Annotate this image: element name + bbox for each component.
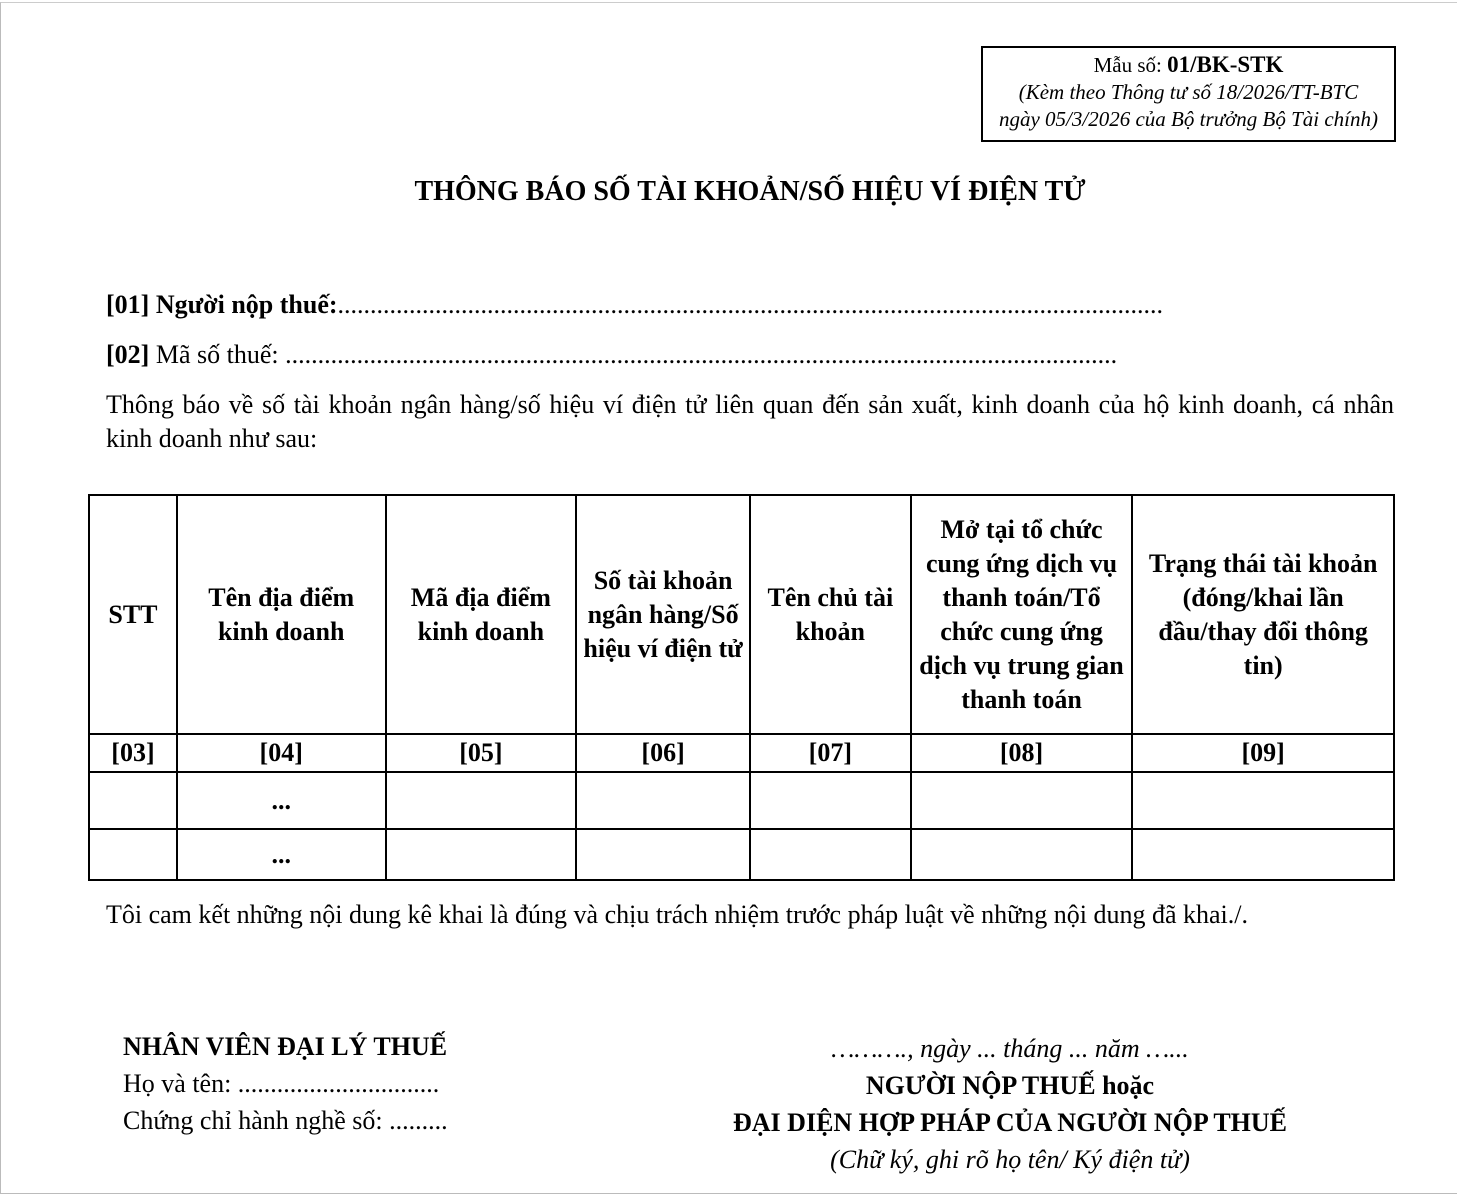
agent-certificate: Chứng chỉ hành nghề số: ......... [123, 1106, 448, 1135]
tax-code-label: Mã số thuế: [149, 340, 286, 369]
header-location-code: Mã địa điểm kinh doanh [384, 494, 578, 735]
table-cell[interactable] [575, 828, 751, 881]
signer-title-2: ĐẠI DIỆN HỢP PHÁP CỦA NGƯỜI NỘP THUẾ [733, 1108, 1287, 1137]
signer-block: ………., ngày ... tháng ... năm …... NGƯỜI … [660, 1030, 1360, 1178]
form-code: 01/BK-STK [1167, 52, 1284, 77]
taxpayer-label: [01] Người nộp thuế: [106, 290, 338, 319]
table-header-row: STT Tên địa điểm kinh doanh Mã địa điểm … [88, 494, 1395, 735]
header-status: Trạng thái tài khoản (đóng/khai lần đầu/… [1131, 494, 1395, 735]
table-cell[interactable]: ... [175, 828, 387, 881]
form-code-box: Mẫu số: 01/BK-STK (Kèm theo Thông tư số … [981, 46, 1396, 142]
table-code-row: [03] [04] [05] [06] [07] [08] [09] [88, 733, 1395, 773]
signer-title-1: NGƯỜI NỘP THUẾ hoặc [865, 1071, 1155, 1100]
tax-agent-block: NHÂN VIÊN ĐẠI LÝ THUẾ Họ và tên: .......… [123, 1028, 448, 1139]
table-cell[interactable] [88, 828, 178, 881]
header-account-holder: Tên chủ tài khoản [748, 494, 912, 735]
table-cell[interactable] [1131, 771, 1395, 830]
header-account-number: Số tài khoản ngân hàng/Số hiệu ví điện t… [575, 494, 751, 735]
header-location-name: Tên địa điểm kinh doanh [175, 494, 387, 735]
form-label: Mẫu số: [1093, 53, 1168, 77]
account-table: STT Tên địa điểm kinh doanh Mã địa điểm … [88, 494, 1395, 881]
intro-paragraph: Thông báo về số tài khoản ngân hàng/số h… [106, 390, 1394, 453]
tax-code-field[interactable]: [02] Mã số thuế: .......................… [106, 340, 1117, 370]
code-cell: [03] [88, 733, 178, 773]
document-title: THÔNG BÁO SỐ TÀI KHOẢN/SỐ HIỆU VÍ ĐIỆN T… [414, 176, 1086, 207]
code-cell: [06] [575, 733, 751, 773]
table-cell[interactable] [384, 771, 578, 830]
table-cell[interactable] [88, 771, 178, 830]
table-cell[interactable] [384, 828, 578, 881]
tax-code-dots: ........................................… [285, 340, 1118, 369]
commitment-paragraph: Tôi cam kết những nội dung kê khai là đú… [106, 900, 1248, 929]
code-cell: [08] [909, 733, 1134, 773]
table-row: ... [88, 828, 1395, 881]
code-cell: [07] [748, 733, 912, 773]
signature-note: (Chữ ký, ghi rõ họ tên/ Ký điện tử) [830, 1145, 1190, 1174]
table-cell[interactable]: ... [175, 771, 387, 830]
table-cell[interactable] [1131, 828, 1395, 881]
header-stt: STT [88, 494, 178, 735]
code-cell: [09] [1131, 733, 1395, 773]
form-reference-line2: ngày 05/3/2026 của Bộ trưởng Bộ Tài chín… [998, 107, 1379, 131]
header-provider: Mở tại tổ chức cung ứng dịch vụ thanh to… [909, 494, 1134, 735]
table-cell[interactable] [748, 828, 912, 881]
table-cell[interactable] [748, 771, 912, 830]
table-cell[interactable] [575, 771, 751, 830]
table-cell[interactable] [909, 771, 1134, 830]
tax-code-number: [02] [106, 340, 150, 369]
agent-title: NHÂN VIÊN ĐẠI LÝ THUẾ [123, 1032, 448, 1061]
code-cell: [04] [175, 733, 387, 773]
code-cell: [05] [384, 733, 578, 773]
form-reference-line1: (Kèm theo Thông tư số 18/2026/TT-BTC [1018, 80, 1359, 104]
signing-date: ………., ngày ... tháng ... năm …... [831, 1034, 1189, 1063]
table-row: ... [88, 771, 1395, 830]
agent-name: Họ và tên: .............................… [123, 1069, 440, 1098]
table-cell[interactable] [909, 828, 1134, 881]
taxpayer-field[interactable]: [01] Người nộp thuế:....................… [106, 290, 1163, 320]
taxpayer-dots: ........................................… [337, 290, 1164, 319]
